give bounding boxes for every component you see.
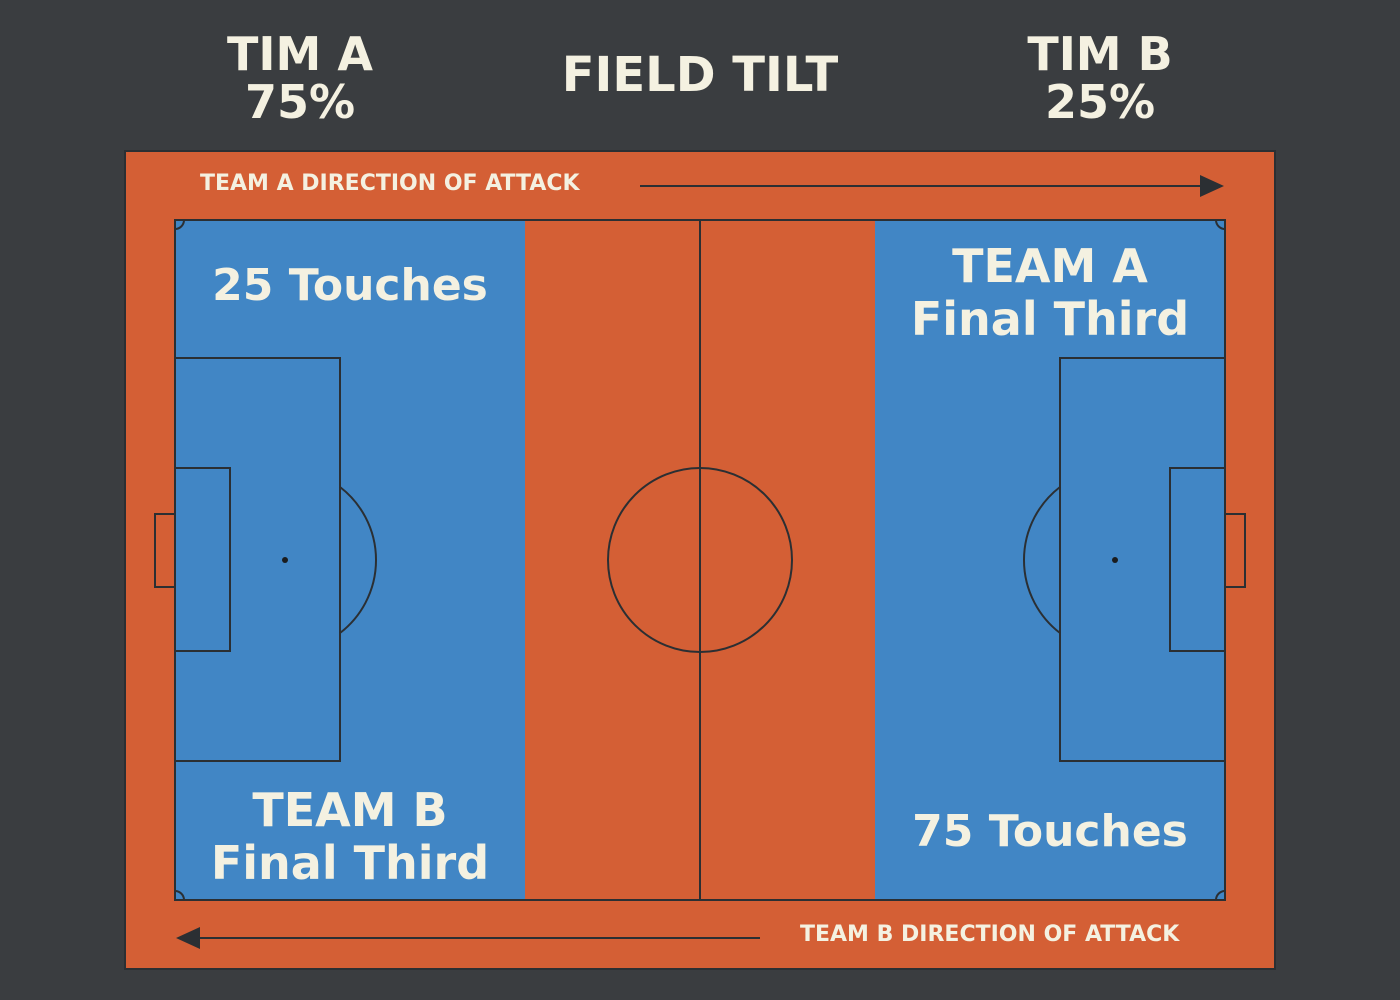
right-touches-label: 75 Touches: [912, 806, 1188, 857]
team-b-percentage: 25%: [1044, 75, 1156, 130]
left-zone-third-label: Final Third: [211, 836, 489, 890]
right-penalty-arc: [1022, 486, 1061, 634]
left-final-third-zone: [175, 220, 525, 900]
right-goal: [1224, 513, 1246, 588]
team-a-percentage: 75%: [244, 75, 356, 130]
team-b-name: TIM B: [1027, 27, 1173, 81]
corner-arc-top-left: [174, 219, 185, 230]
left-zone-team-label: TEAM B: [252, 783, 447, 837]
right-final-third-zone: [875, 220, 1225, 900]
right-zone-team-label: TEAM A: [952, 239, 1148, 293]
team-b-attack-arrow-head: [176, 927, 200, 949]
corner-arc-top-right: [1215, 219, 1226, 230]
center-circle: [607, 467, 793, 653]
corner-arc-bottom-right: [1215, 890, 1226, 901]
left-goal: [154, 513, 176, 588]
team-a-attack-label: TEAM A DIRECTION OF ATTACK: [200, 171, 581, 196]
page-title: FIELD TILT: [561, 47, 839, 103]
corner-arc-bottom-left: [174, 890, 185, 901]
team-a-name: TIM A: [227, 27, 373, 81]
team-a-header: TIM A 75%: [150, 30, 450, 127]
left-penalty-spot: [282, 557, 288, 563]
left-penalty-arc: [339, 486, 378, 634]
right-penalty-spot: [1112, 557, 1118, 563]
team-b-attack-label: TEAM B DIRECTION OF ATTACK: [800, 922, 1180, 947]
left-touches-label: 25 Touches: [212, 260, 488, 311]
team-a-attack-arrow-head: [1200, 175, 1224, 197]
team-b-header: TIM B 25%: [950, 30, 1250, 127]
right-zone-third-label: Final Third: [911, 292, 1189, 346]
